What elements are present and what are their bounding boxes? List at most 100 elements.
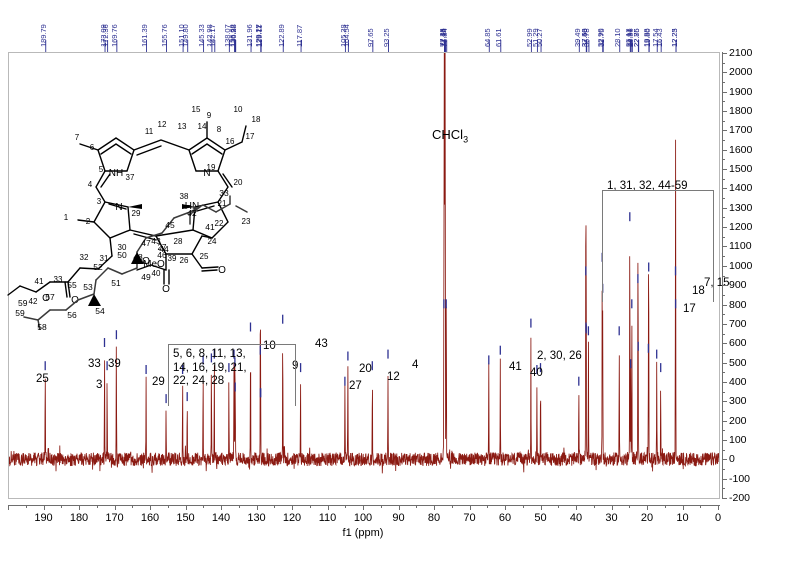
cluster-bracket-aliphatic bbox=[602, 190, 714, 302]
peak-assignment-label: 1, 31, 32, 44-59 bbox=[607, 180, 688, 192]
intensity-tick-label: 2100 bbox=[729, 47, 753, 59]
intensity-tick-label: 1000 bbox=[729, 259, 753, 272]
svg-text:52: 52 bbox=[93, 262, 103, 272]
ppm-tick-label: 40 bbox=[569, 512, 583, 524]
spectrum-line bbox=[9, 53, 719, 474]
peak-assignment-label: 25 bbox=[36, 373, 49, 385]
intensity-tick bbox=[722, 111, 727, 113]
intensity-tick bbox=[722, 130, 727, 132]
intensity-tick-label: 2000 bbox=[729, 66, 753, 79]
intensity-minor-tick bbox=[722, 236, 725, 238]
intensity-tick-label: 500 bbox=[729, 356, 747, 369]
intensity-tick-label: 400 bbox=[729, 375, 747, 388]
ppm-minor-tick bbox=[96, 505, 98, 508]
intensity-minor-tick bbox=[722, 449, 725, 451]
ppm-minor-tick bbox=[451, 505, 453, 508]
svg-text:44: 44 bbox=[159, 244, 169, 254]
ppm-tick bbox=[505, 505, 506, 510]
peak-assignment-label: 17 bbox=[683, 303, 696, 315]
intensity-tick bbox=[722, 227, 727, 229]
ppm-tick-label: 120 bbox=[282, 512, 302, 524]
intensity-tick bbox=[722, 439, 727, 441]
ppm-tick bbox=[398, 505, 400, 510]
intensity-tick-label: 1100 bbox=[729, 240, 752, 253]
ppm-tick bbox=[150, 505, 151, 510]
phytol-chain-diagram: 33 42 41 45 43 44 47 46 50 48 49 52 51 5… bbox=[15, 190, 248, 330]
ppm-tick-label: 20 bbox=[640, 512, 654, 524]
intensity-minor-tick bbox=[722, 488, 725, 490]
ppm-tick bbox=[611, 505, 613, 510]
intensity-minor-tick bbox=[722, 198, 725, 200]
ppm-tick bbox=[256, 505, 258, 510]
intensity-tick-label: 1500 bbox=[729, 163, 753, 176]
ppm-tick-label: 80 bbox=[427, 512, 441, 524]
ppm-tick bbox=[114, 505, 116, 510]
svg-text:33: 33 bbox=[219, 190, 229, 198]
ppm-minor-tick bbox=[25, 505, 27, 508]
intensity-tick-label: 800 bbox=[729, 298, 747, 311]
intensity-minor-tick bbox=[722, 256, 725, 258]
ppm-tick bbox=[682, 505, 684, 510]
svg-text:41: 41 bbox=[205, 222, 215, 232]
intensity-tick-label: 100 bbox=[729, 433, 747, 446]
svg-text:50: 50 bbox=[117, 250, 127, 260]
intensity-minor-tick bbox=[722, 410, 725, 412]
ppm-tick-label: 70 bbox=[463, 512, 476, 524]
intensity-tick-label: 600 bbox=[729, 337, 747, 350]
intensity-tick-label: 1900 bbox=[729, 85, 753, 98]
intensity-tick bbox=[722, 246, 727, 248]
ppm-tick bbox=[647, 505, 648, 510]
intensity-minor-tick bbox=[722, 294, 725, 296]
intensity-tick-label: 900 bbox=[729, 279, 747, 292]
intensity-tick-label: 200 bbox=[729, 414, 747, 427]
intensity-tick-label: 1800 bbox=[729, 105, 753, 118]
intensity-tick bbox=[722, 169, 727, 171]
cluster-assignment-label: 5, 6, 8, 11, 13, 14, 16, 19, 21, 22, 24,… bbox=[173, 348, 247, 387]
ppm-tick bbox=[79, 505, 80, 510]
ppm-axis-line bbox=[8, 505, 720, 506]
ppm-tick-label: 150 bbox=[176, 512, 195, 524]
intensity-tick bbox=[722, 323, 727, 325]
ppm-tick bbox=[292, 505, 293, 510]
ppm-tick bbox=[469, 505, 471, 510]
ppm-tick-label: 50 bbox=[534, 512, 547, 524]
structure-label-59: 59 bbox=[18, 298, 28, 308]
svg-text:54: 54 bbox=[95, 306, 105, 316]
intensity-tick-label: 1700 bbox=[729, 124, 753, 137]
spectrum-trace bbox=[9, 53, 719, 474]
svg-text:55: 55 bbox=[67, 280, 77, 290]
intensity-tick bbox=[722, 53, 727, 54]
intensity-minor-tick bbox=[722, 391, 725, 393]
solvent-label-subscript: 3 bbox=[463, 134, 469, 145]
svg-text:57: 57 bbox=[45, 292, 55, 302]
peak-assignment-label: 2, 30, 26 bbox=[537, 350, 582, 362]
peak-leader-lines bbox=[45, 40, 677, 52]
cluster-bracket-aromatic bbox=[168, 344, 296, 406]
ppm-tick bbox=[363, 505, 364, 510]
intensity-tick bbox=[722, 207, 727, 209]
ppm-tick bbox=[8, 505, 9, 510]
ppm-axis: f1 (ppm) 190 180 170 160 150 140 130 120 110 100 9… bbox=[8, 505, 721, 545]
intensity-tick bbox=[722, 285, 727, 287]
intensity-minor-tick bbox=[722, 314, 725, 316]
intensity-minor-tick bbox=[722, 159, 725, 161]
intensity-tick bbox=[722, 498, 727, 499]
intensity-tick bbox=[722, 343, 727, 345]
intensity-axis: 2100 2000 1900 1800 1700 1600 1500 1400 1300 1200… bbox=[722, 47, 792, 504]
intensity-minor-tick bbox=[722, 430, 725, 432]
svg-text:47: 47 bbox=[141, 238, 151, 248]
intensity-tick-label: 1600 bbox=[729, 143, 753, 156]
peak-assignment-label: 20 bbox=[359, 363, 372, 375]
intensity-tick bbox=[722, 188, 727, 190]
peak-assignment-label: 10 bbox=[263, 340, 276, 352]
intensity-tick-label: -100 bbox=[729, 472, 751, 485]
svg-text:46: 46 bbox=[157, 250, 167, 260]
ppm-tick-label: 90 bbox=[392, 512, 405, 524]
ppm-tick bbox=[43, 505, 45, 510]
ppm-tick bbox=[221, 505, 222, 510]
svg-text:43: 43 bbox=[151, 236, 161, 246]
intensity-tick-label: 1400 bbox=[729, 182, 753, 195]
svg-text:53: 53 bbox=[83, 282, 93, 292]
peak-assignment-label: 12 bbox=[387, 371, 400, 383]
